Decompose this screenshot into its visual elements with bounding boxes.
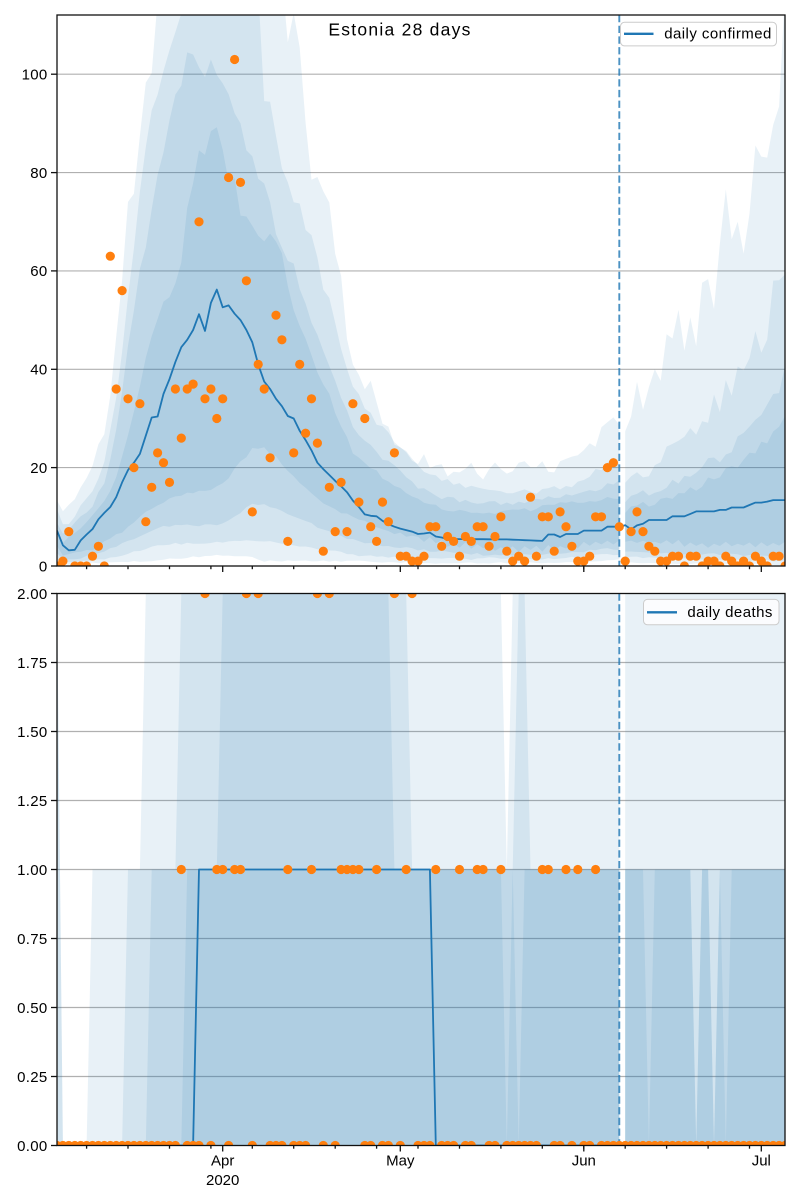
svg-text:40: 40 [30, 362, 47, 379]
svg-text:2020: 2020 [206, 1172, 239, 1189]
svg-text:100: 100 [22, 67, 48, 84]
svg-text:0.75: 0.75 [17, 931, 47, 948]
svg-text:May: May [386, 1153, 415, 1170]
svg-text:0.25: 0.25 [17, 1069, 47, 1086]
svg-text:1.00: 1.00 [17, 862, 47, 879]
svg-text:1.75: 1.75 [17, 655, 47, 672]
svg-text:daily deaths: daily deaths [687, 604, 772, 621]
svg-text:80: 80 [30, 165, 47, 182]
svg-text:0.00: 0.00 [17, 1138, 47, 1155]
svg-text:Jul: Jul [752, 1153, 771, 1170]
svg-text:1.50: 1.50 [17, 724, 47, 741]
svg-text:20: 20 [30, 460, 47, 477]
svg-text:Estonia 28 days: Estonia 28 days [328, 19, 471, 39]
svg-text:1.25: 1.25 [17, 793, 47, 810]
svg-text:60: 60 [30, 263, 47, 280]
svg-text:Jun: Jun [572, 1153, 596, 1170]
svg-text:2.00: 2.00 [17, 586, 47, 603]
svg-text:0: 0 [39, 558, 48, 575]
svg-text:daily confirmed: daily confirmed [664, 26, 772, 43]
svg-text:Apr: Apr [211, 1153, 234, 1170]
svg-text:0.50: 0.50 [17, 1000, 47, 1017]
